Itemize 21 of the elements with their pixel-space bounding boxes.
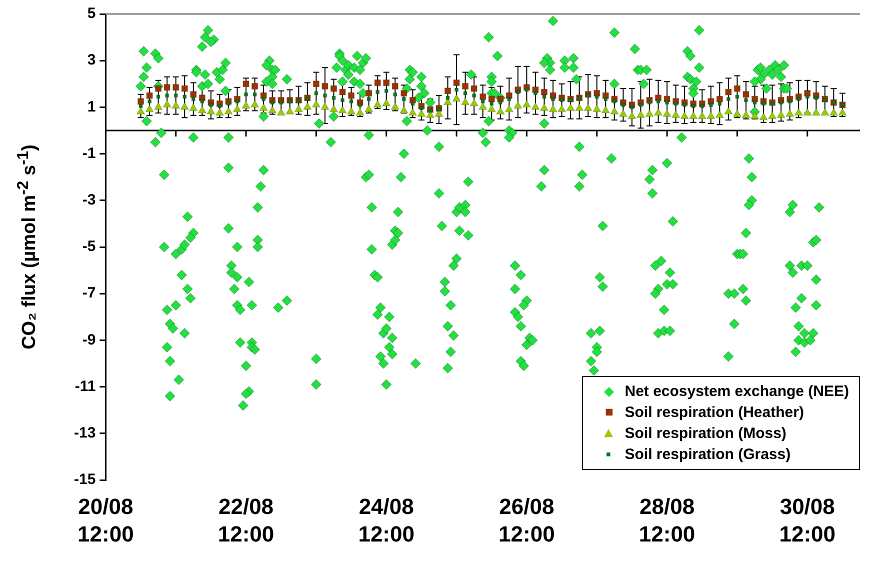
legend-label: Net ecosystem exchange (NEE) bbox=[624, 383, 849, 400]
x-tick-label: 20/08 12:00 bbox=[78, 494, 134, 546]
y-tick-label: -9 bbox=[82, 331, 96, 348]
y-tick-label: -13 bbox=[74, 424, 96, 442]
x-tick-label: 26/08 12:00 bbox=[498, 494, 555, 546]
y-tick-label: -15 bbox=[74, 471, 96, 488]
legend-label: Soil respiration (Moss) bbox=[624, 425, 786, 442]
y-tick-label: 5 bbox=[87, 5, 96, 22]
x-tick-label: 30/08 12:00 bbox=[779, 494, 836, 546]
legend-label: Soil respiration (Heather) bbox=[624, 404, 804, 421]
y-tick-label: -3 bbox=[82, 192, 96, 209]
x-tick-label: 28/08 12:00 bbox=[638, 494, 696, 546]
legend-label: Soil respiration (Grass) bbox=[624, 446, 791, 463]
x-tick-label: 24/08 12:00 bbox=[358, 494, 414, 546]
y-tick-label: 1 bbox=[87, 98, 96, 116]
y-tick-label: -5 bbox=[82, 238, 96, 256]
x-tick-label: 22/08 12:00 bbox=[218, 494, 274, 546]
y-tick-label: -7 bbox=[82, 284, 96, 302]
y-tick-label: -11 bbox=[74, 378, 96, 395]
y-tick-label: -1 bbox=[82, 144, 96, 162]
y-tick-label: 3 bbox=[87, 52, 96, 69]
